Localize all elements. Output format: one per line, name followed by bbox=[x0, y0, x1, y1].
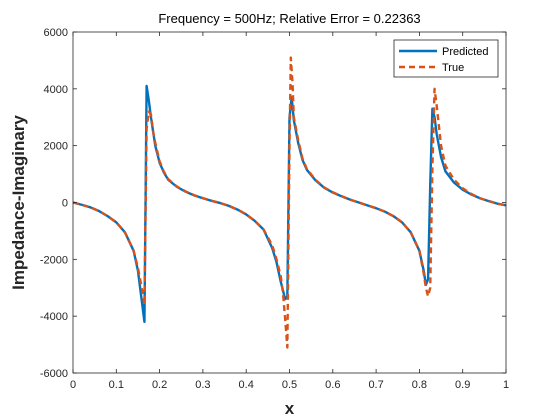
legend-label-predicted: Predicted bbox=[442, 46, 488, 58]
x-tick-label: 0.4 bbox=[239, 379, 254, 391]
y-tick-label: 0 bbox=[62, 198, 68, 210]
y-tick-label: -4000 bbox=[40, 311, 68, 323]
y-tick-label: -2000 bbox=[40, 254, 68, 266]
legend-label-true: True bbox=[442, 62, 464, 74]
x-tick-label: 1 bbox=[503, 379, 509, 391]
x-tick-label: 0.7 bbox=[368, 379, 383, 391]
legend-box bbox=[393, 39, 499, 78]
y-tick-label: 2000 bbox=[44, 141, 68, 153]
x-axis-label: x bbox=[285, 399, 295, 418]
x-tick-label: 0 bbox=[70, 379, 76, 391]
x-tick-label: 0.6 bbox=[325, 379, 340, 391]
x-tick-label: 0.1 bbox=[109, 379, 124, 391]
legend: Predicted True bbox=[393, 39, 499, 78]
x-tick-label: 0.5 bbox=[282, 379, 297, 391]
x-axis-ticks: 0 0.1 0.2 0.3 0.4 0.5 0.6 0.7 0.8 0.9 1 bbox=[70, 32, 509, 391]
y-axis-label: Impedance-Imaginary bbox=[9, 115, 28, 290]
y-axis-ticks: -6000 -4000 -2000 0 2000 4000 6000 bbox=[40, 27, 506, 380]
curves-layer bbox=[72, 56, 507, 349]
y-tick-label: -6000 bbox=[40, 368, 68, 380]
series-line-true bbox=[72, 56, 507, 349]
y-tick-label: 4000 bbox=[44, 84, 68, 96]
chart-title: Frequency = 500Hz; Relative Error = 0.22… bbox=[158, 11, 420, 26]
x-tick-label: 0.8 bbox=[412, 379, 427, 391]
y-tick-label: 6000 bbox=[44, 27, 68, 39]
x-tick-label: 0.9 bbox=[455, 379, 470, 391]
x-tick-label: 0.3 bbox=[195, 379, 210, 391]
x-tick-label: 0.2 bbox=[152, 379, 167, 391]
